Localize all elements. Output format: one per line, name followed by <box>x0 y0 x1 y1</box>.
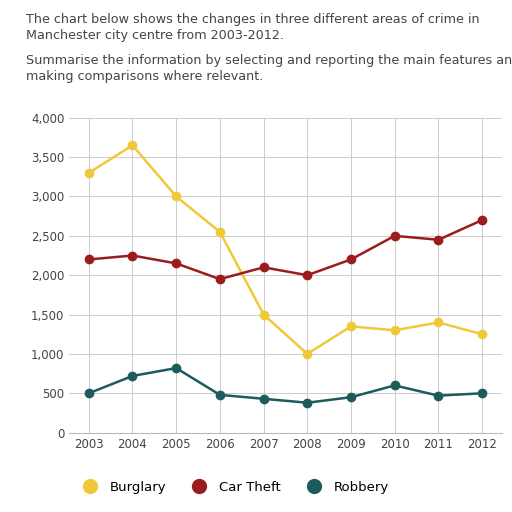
Legend: Burglary, Car Theft, Robbery: Burglary, Car Theft, Robbery <box>71 476 394 499</box>
Text: making comparisons where relevant.: making comparisons where relevant. <box>26 70 263 83</box>
Text: Summarise the information by selecting and reporting the main features and: Summarise the information by selecting a… <box>26 54 512 67</box>
Text: Manchester city centre from 2003-2012.: Manchester city centre from 2003-2012. <box>26 29 284 42</box>
Text: The chart below shows the changes in three different areas of crime in: The chart below shows the changes in thr… <box>26 13 479 26</box>
